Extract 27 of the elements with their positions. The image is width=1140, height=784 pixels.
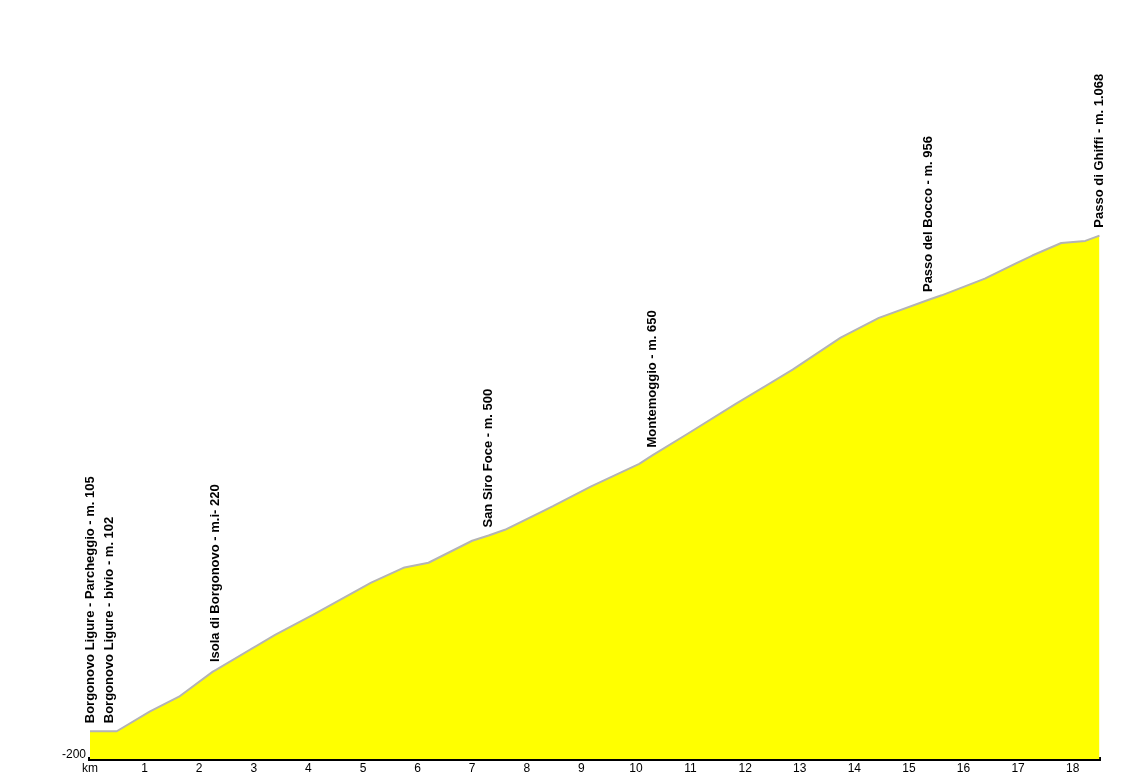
text: -200: [61, 747, 87, 762]
x-tick-label: 16: [956, 760, 971, 775]
annotation: Montemoggio - m. 650: [643, 310, 659, 448]
x-tick-label: 8: [523, 760, 531, 775]
x-tick-label: 5: [359, 760, 367, 775]
x-tick-label: 4: [305, 760, 313, 775]
x-tick-label: 11: [684, 760, 698, 775]
annotation: Borgonovo Ligure - Parcheggio - m. 105: [81, 476, 97, 724]
x-tick-label: 9: [578, 760, 586, 775]
annotation: Passo di Ghiffi - m. 1.068: [1091, 73, 1107, 228]
x-tick-label: 1: [141, 760, 149, 775]
x-tick-label: 14: [847, 760, 862, 775]
annotation: San Siro Foce - m. 500: [480, 388, 496, 528]
annotation: Isola di Borgonovo - m.i- 220: [207, 484, 223, 663]
annotation: Passo del Bocco - m. 956: [919, 135, 935, 293]
x-tick-label: 12: [738, 760, 753, 775]
x-tick-label: 15: [902, 760, 916, 775]
x-tick-label: 18: [1066, 760, 1080, 775]
x-tick-label: 13: [793, 760, 807, 775]
x-tick-label: 2: [195, 760, 203, 775]
x-tick-label: 3: [250, 760, 258, 775]
x-tick-label: 10: [629, 760, 643, 775]
x-tick-label: 7: [468, 760, 476, 775]
annotation: Borgonovo Ligure - bivio - m. 102: [100, 516, 116, 724]
x-tick-label: km: [82, 760, 98, 775]
x-tick-label: 6: [414, 760, 422, 775]
x-tick-label: 17: [1011, 760, 1026, 775]
